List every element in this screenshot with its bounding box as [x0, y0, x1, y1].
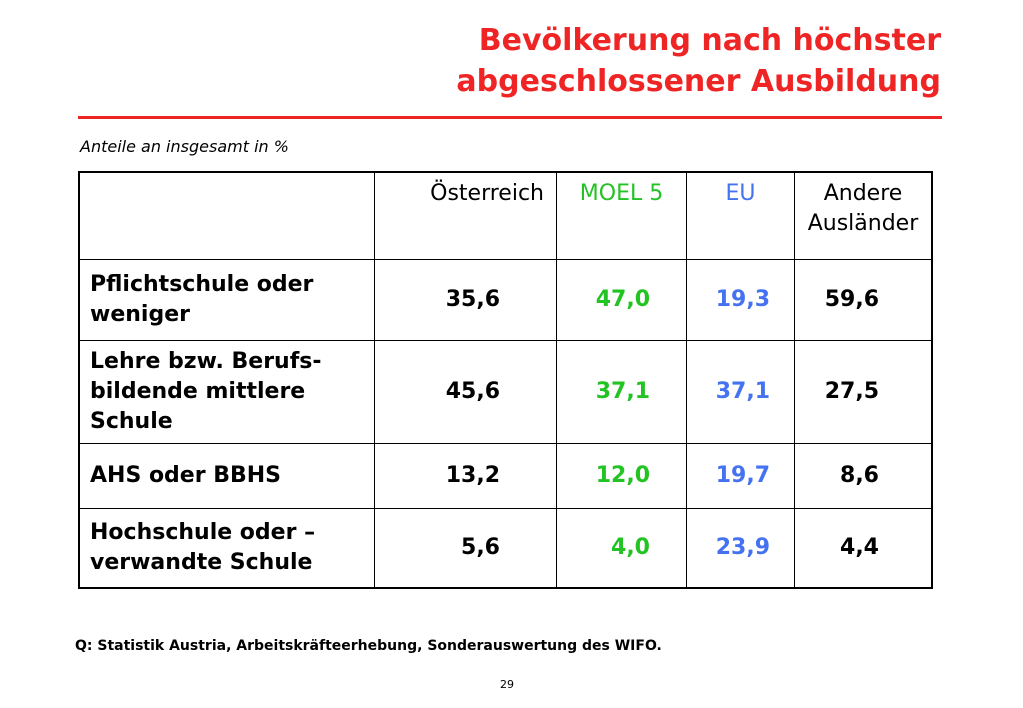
cell-eu: 19,7 [686, 443, 795, 509]
table-row: Pflichtschule oder weniger 35,6 47,0 19,… [78, 259, 933, 341]
cell-eu: 23,9 [686, 508, 795, 589]
cell-moel5: 37,1 [556, 340, 687, 444]
cell-andere-auslaender: 59,6 [794, 259, 933, 341]
cell-eu: 37,1 [686, 340, 795, 444]
education-table: Österreich MOEL 5 EU Andere Ausländer Pf… [78, 171, 933, 589]
cell-oesterreich: 45,6 [374, 340, 557, 444]
table-subtitle: Anteile an insgesamt in % [80, 137, 289, 156]
table-row: AHS oder BBHS 13,2 12,0 19,7 8,6 [78, 443, 933, 509]
title-line-1: Bevölkerung nach höchster [478, 23, 941, 58]
header-empty-cell [78, 171, 375, 260]
title-line-2: abgeschlossener Ausbildung [456, 64, 941, 99]
table-row: Lehre bzw. Berufs-bildende mittlere Schu… [78, 340, 933, 444]
row-label: Lehre bzw. Berufs-bildende mittlere Schu… [78, 340, 375, 444]
header-eu: EU [686, 171, 795, 260]
row-label: Hochschule oder – verwandte Schule [78, 508, 375, 589]
title-divider [78, 116, 942, 119]
header-andere-auslaender: Andere Ausländer [794, 171, 933, 260]
page-number: 29 [500, 678, 514, 691]
cell-moel5: 47,0 [556, 259, 687, 341]
table-row: Hochschule oder – verwandte Schule 5,6 4… [78, 508, 933, 589]
row-label: AHS oder BBHS [78, 443, 375, 509]
cell-oesterreich: 5,6 [374, 508, 557, 589]
header-oesterreich: Österreich [374, 171, 557, 260]
header-moel5: MOEL 5 [556, 171, 687, 260]
page-title: Bevölkerung nach höchster abgeschlossene… [456, 20, 941, 102]
table-header-row: Österreich MOEL 5 EU Andere Ausländer [78, 171, 933, 260]
cell-moel5: 4,0 [556, 508, 687, 589]
cell-andere-auslaender: 8,6 [794, 443, 933, 509]
row-label: Pflichtschule oder weniger [78, 259, 375, 341]
cell-moel5: 12,0 [556, 443, 687, 509]
cell-oesterreich: 13,2 [374, 443, 557, 509]
cell-andere-auslaender: 27,5 [794, 340, 933, 444]
cell-eu: 19,3 [686, 259, 795, 341]
cell-andere-auslaender: 4,4 [794, 508, 933, 589]
cell-oesterreich: 35,6 [374, 259, 557, 341]
source-note: Q: Statistik Austria, Arbeitskräfteerheb… [75, 638, 662, 654]
